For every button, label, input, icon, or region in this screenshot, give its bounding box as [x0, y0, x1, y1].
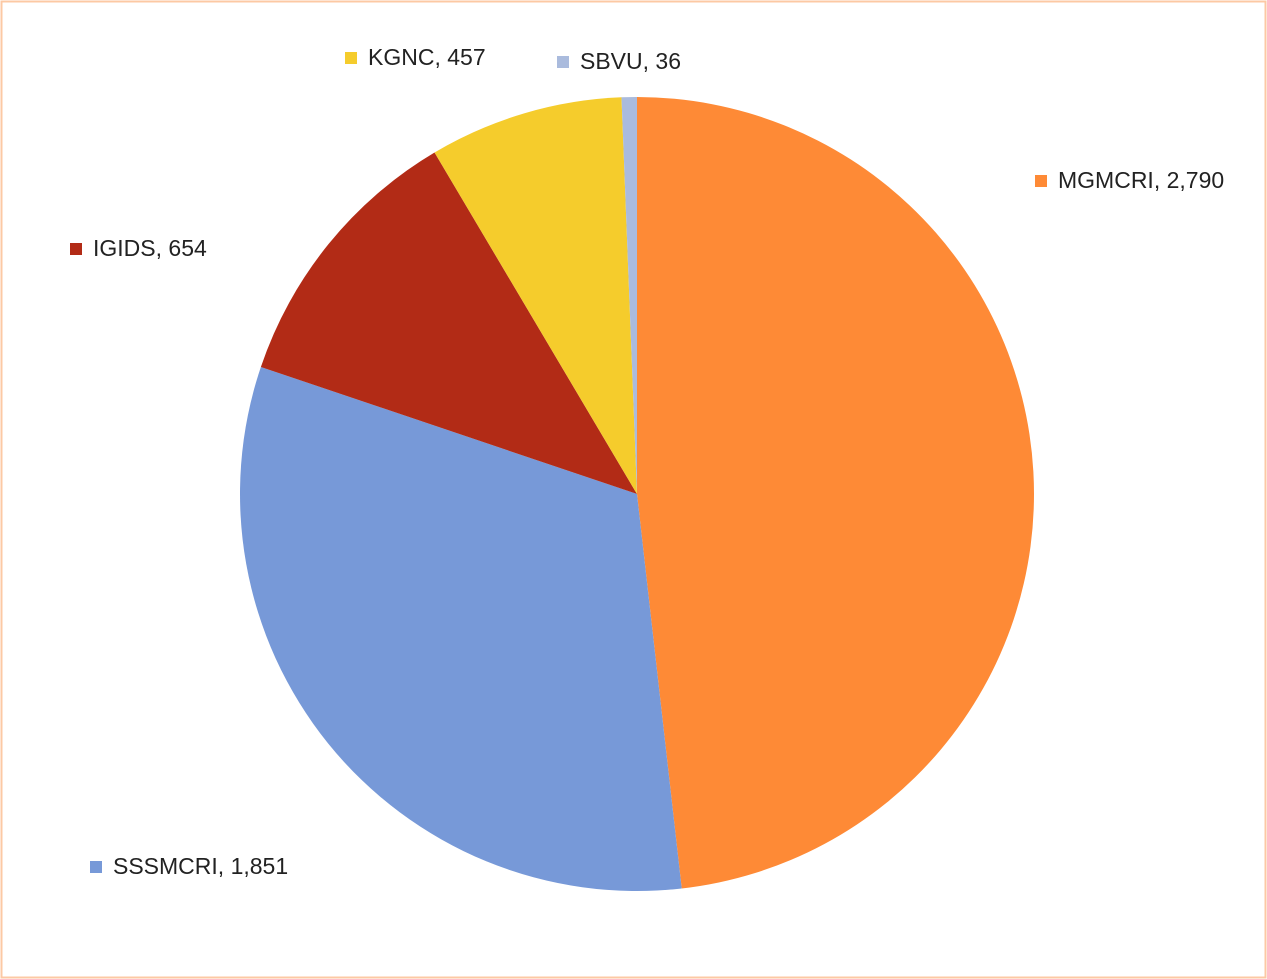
data-label: SBVU, 36	[580, 48, 681, 74]
data-label: MGMCRI, 2,790	[1058, 167, 1224, 193]
pie-slice	[239, 366, 682, 891]
pie-slice	[637, 97, 1034, 889]
pie-slice	[260, 152, 637, 494]
data-label: KGNC, 457	[368, 44, 486, 70]
data-label: IGIDS, 654	[93, 235, 207, 261]
data-label: SSSMCRI, 1,851	[113, 853, 288, 879]
pie-slice	[434, 97, 637, 495]
pie-slice	[621, 97, 637, 494]
label-swatch	[557, 56, 569, 68]
label-swatch	[70, 243, 82, 255]
label-swatch	[90, 861, 102, 873]
label-swatch	[345, 52, 357, 64]
label-swatch	[1035, 175, 1047, 187]
